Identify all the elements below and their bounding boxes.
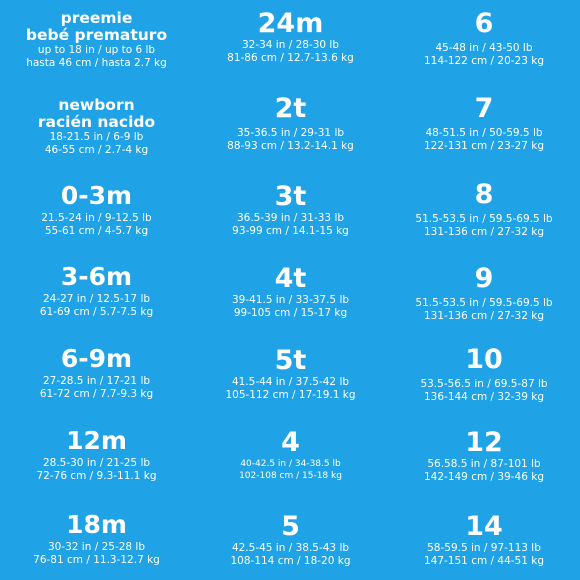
size-metric: 55-61 cm / 4-5.7 kg [44,225,149,237]
size-5: 5 42.5-45 in / 38.5-43 lb 108-114 cm / 1… [193,504,388,580]
size-metric: 108-114 cm / 18-20 kg [230,555,351,567]
size-title: 4t [274,263,307,294]
size-title: 8 [474,179,494,210]
size-metric: 114-122 cm / 20-23 kg [423,55,545,67]
size-title: 3-6m [60,262,133,291]
size-imperial: 28.5-30 in / 21-25 lb [42,457,151,469]
size-imperial: up to 18 in / up to 6 lb [37,44,156,56]
size-title-spanish: racién nacido [37,113,156,131]
size-imperial: 51.5-53.5 in / 59.5-69.5 lb [415,213,553,225]
size-metric: 88-93 cm / 13.2-14.1 kg [227,140,354,152]
size-metric: 61-69 cm / 5.7-7.5 kg [39,306,154,318]
size-title: 4 [281,427,300,458]
size-metric: 136-144 cm / 32-39 kg [423,391,545,403]
size-title: 5 [281,511,300,542]
size-6-9m: 6-9m 27-28.5 in / 17-21 lb 61-72 cm / 7.… [0,336,193,420]
size-title: 12 [465,427,503,458]
size-title: 24m [257,8,324,39]
size-imperial: 41.5-44 in / 37.5-42 lb [231,376,350,388]
size-title: 12m [66,426,127,455]
size-14: 14 58-59.5 in / 97-113 lb 147-151 cm / 4… [388,504,580,580]
size-imperial: 32-34 in / 28-30 lb [241,39,340,51]
size-metric: 61-72 cm / 7.7-9.3 kg [39,388,154,400]
size-imperial: 24-27 in / 12.5-17 lb [42,293,151,305]
size-3-6m: 3-6m 24-27 in / 12.5-17 lb 61-69 cm / 5.… [0,252,193,336]
size-24m: 24m 32-34 in / 28-30 lb 81-86 cm / 12.7-… [193,0,388,84]
size-5t: 5t 41.5-44 in / 37.5-42 lb 105-112 cm / … [193,336,388,420]
size-title: 6-9m [60,344,133,373]
size-title: 6 [474,8,494,39]
size-imperial: 36.5-39 in / 31-33 lb [236,212,345,224]
size-imperial: 39-41.5 in / 33-37.5 lb [231,294,350,306]
size-title: 5t [274,345,307,376]
size-9: 9 51.5-53.5 in / 59.5-69.5 lb 131-136 cm… [388,252,580,336]
size-title-spanish: bebé prematuro [25,26,168,44]
size-title: 3t [274,181,307,212]
size-newborn: newborn racién nacido 18-21.5 in / 6-9 l… [0,84,193,168]
size-metric: 131-136 cm / 27-32 kg [423,226,545,238]
size-imperial: 53.5-56.5 in / 69.5-87 lb [420,378,548,390]
size-0-3m: 0-3m 21.5-24 in / 9-12.5 lb 55-61 cm / 4… [0,168,193,252]
size-metric: 122-131 cm / 23-27 kg [423,140,545,152]
size-title: 14 [465,511,503,542]
size-4: 4 40-42.5 in / 34-38.5 lb 102-108 cm / 1… [193,420,388,504]
size-title: 0-3m [60,181,133,210]
size-6: 6 45-48 in / 43-50 lb 114-122 cm / 20-23… [388,0,580,84]
size-metric: 105-112 cm / 17-19.1 kg [225,389,356,401]
size-imperial: 35-36.5 in / 29-31 lb [236,127,345,139]
size-imperial: 30-32 in / 25-28 lb [47,541,146,553]
size-metric: hasta 46 cm / hasta 2.7 kg [26,57,167,69]
size-title: 7 [474,93,494,124]
size-imperial: 58-59.5 in / 97-113 lb [427,542,541,554]
size-metric: 147-151 cm / 44-51 kg [423,555,545,567]
size-2t: 2t 35-36.5 in / 29-31 lb 88-93 cm / 13.2… [193,84,388,168]
size-title: preemie [60,9,133,27]
size-7: 7 48-51.5 in / 50-59.5 lb 122-131 cm / 2… [388,84,580,168]
size-imperial: 27-28.5 in / 17-21 lb [42,375,151,387]
size-title: 18m [66,510,127,539]
size-imperial: 45-48 in / 43-50 lb [435,42,533,54]
size-title: 10 [465,344,503,375]
size-4t: 4t 39-41.5 in / 33-37.5 lb 99-105 cm / 1… [193,252,388,336]
size-metric: 93-99 cm / 14.1-15 kg [232,225,349,237]
size-metric: 102-108 cm / 15-18 kg [239,471,342,481]
size-metric: 46-55 cm / 2.7-4 kg [44,144,149,156]
size-12m: 12m 28.5-30 in / 21-25 lb 72-76 cm / 9.3… [0,420,193,504]
size-title: 9 [474,263,494,294]
size-metric: 76-81 cm / 11.3-12.7 kg [33,554,160,566]
size-18m: 18m 30-32 in / 25-28 lb 76-81 cm / 11.3-… [0,504,193,580]
size-metric: 131-136 cm / 27-32 kg [423,310,545,322]
size-imperial: 42.5-45 in / 38.5-43 lb [231,542,350,554]
size-preemie: preemie bebé prematuro up to 18 in / up … [0,0,193,84]
size-imperial: 48-51.5 in / 50-59.5 lb [425,127,543,139]
size-metric: 81-86 cm / 12.7-13.6 kg [227,52,354,64]
size-metric: 99-105 cm / 15-17 kg [233,307,348,319]
size-10: 10 53.5-56.5 in / 69.5-87 lb 136-144 cm … [388,336,580,420]
size-imperial: 56.58.5 in / 87-101 lb [427,458,541,470]
size-8: 8 51.5-53.5 in / 59.5-69.5 lb 131-136 cm… [388,168,580,252]
size-title: newborn [58,96,135,114]
size-metric: 72-76 cm / 9.3-11.1 kg [36,470,157,482]
size-imperial: 18-21.5 in / 6-9 lb [49,131,144,143]
size-imperial: 51.5-53.5 in / 59.5-69.5 lb [415,297,553,309]
size-title: 2t [274,93,307,124]
size-imperial: 40-42.5 in / 34-38.5 lb [240,459,341,469]
size-metric: 142-149 cm / 39-46 kg [423,471,545,483]
size-imperial: 21.5-24 in / 9-12.5 lb [41,212,152,224]
size-12: 12 56.58.5 in / 87-101 lb 142-149 cm / 3… [388,420,580,504]
size-3t: 3t 36.5-39 in / 31-33 lb 93-99 cm / 14.1… [193,168,388,252]
